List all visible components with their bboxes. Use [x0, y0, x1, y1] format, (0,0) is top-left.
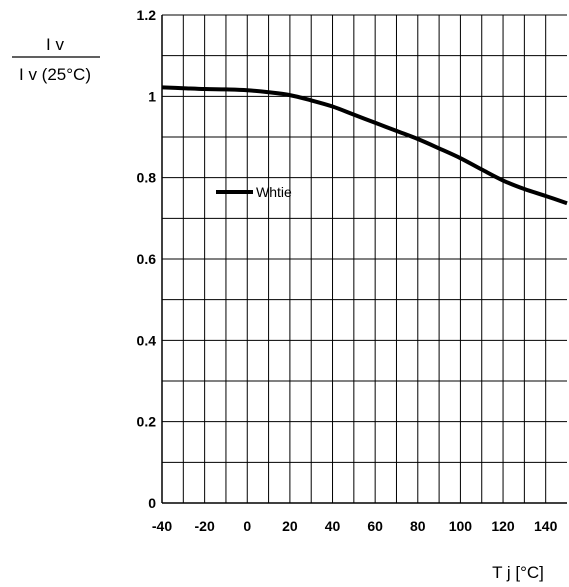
y-axis-label-denominator: I v (25°C) — [19, 65, 91, 84]
y-tick-label: 0.8 — [137, 170, 157, 186]
legend: Whtie — [216, 184, 292, 200]
x-axis-label: T j [°C] — [492, 563, 544, 582]
y-tick-label: 1.2 — [137, 7, 157, 23]
x-tick-label: 120 — [491, 518, 515, 534]
x-tick-label: 40 — [325, 518, 341, 534]
y-axis-label-numerator: I v — [46, 35, 64, 54]
x-tick-labels: -40 -20 0 20 40 60 80 100 120 140 — [152, 518, 558, 534]
y-tick-label: 1 — [148, 88, 156, 104]
x-tick-label: 80 — [410, 518, 426, 534]
x-tick-label: -20 — [195, 518, 215, 534]
y-tick-labels: 0 0.2 0.4 0.6 0.8 1 1.2 — [137, 7, 157, 511]
x-tick-label: 20 — [282, 518, 298, 534]
y-tick-label: 0 — [148, 495, 156, 511]
x-tick-label: 140 — [534, 518, 558, 534]
series-line — [161, 85, 568, 206]
x-tick-label: 60 — [367, 518, 383, 534]
series-layer — [161, 85, 568, 206]
x-tick-label: 0 — [243, 518, 251, 534]
y-tick-label: 0.6 — [137, 251, 157, 267]
legend-label: Whtie — [256, 184, 292, 200]
y-tick-label: 0.2 — [137, 414, 157, 430]
x-tick-label: 100 — [449, 518, 473, 534]
y-tick-label: 0.4 — [137, 332, 157, 348]
plot-frame — [161, 14, 567, 504]
x-tick-label: -40 — [152, 518, 172, 534]
